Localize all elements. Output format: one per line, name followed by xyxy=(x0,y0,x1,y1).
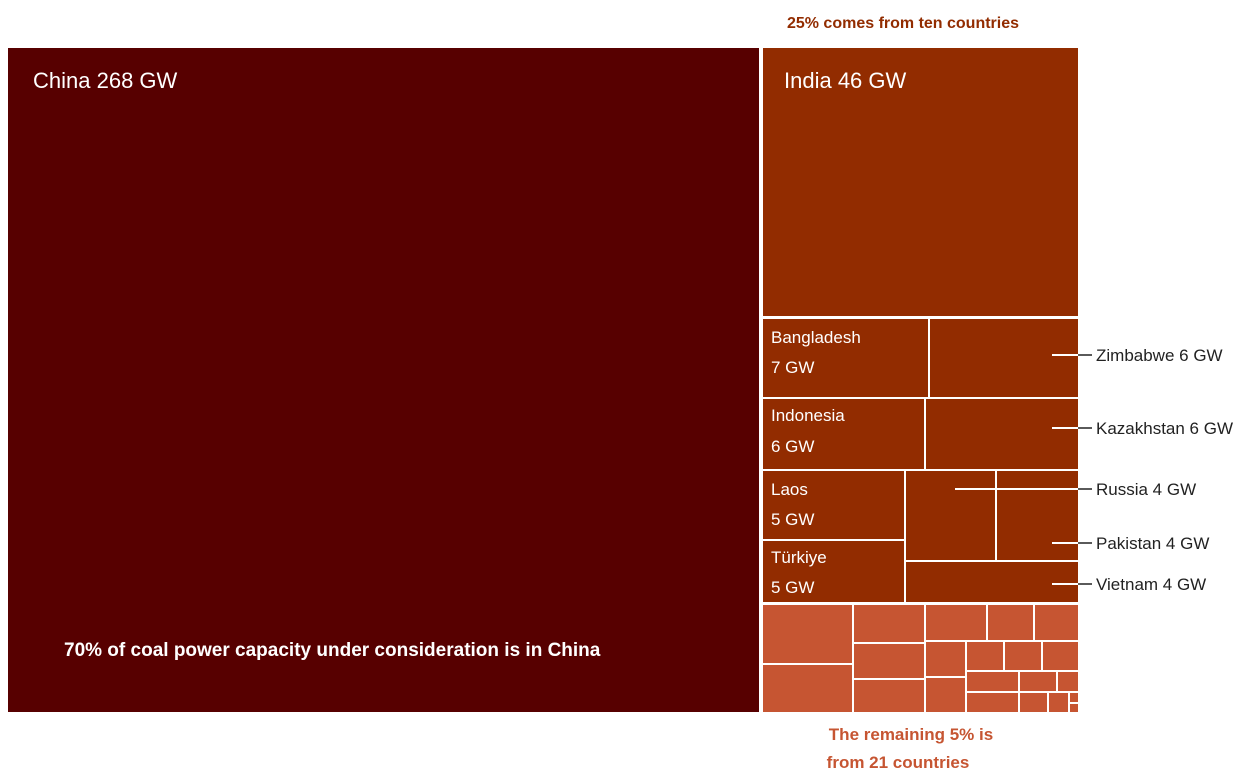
tile-remaining xyxy=(1070,704,1078,712)
tile-remaining xyxy=(1020,693,1047,712)
tile-remaining xyxy=(926,605,986,640)
tile-laos xyxy=(763,471,904,539)
annotation-remaining-line2: from 21 countries xyxy=(827,753,970,772)
tile-vietnam xyxy=(906,562,1078,602)
tile-label-laos: Laos xyxy=(771,480,808,499)
remaining-countries-tiles xyxy=(763,605,1078,712)
annotation-china: 70% of coal power capacity under conside… xyxy=(64,640,601,661)
outside-label-vietnam: Vietnam 4 GW xyxy=(1096,575,1206,594)
outside-label-zimbabwe: Zimbabwe 6 GW xyxy=(1096,346,1223,365)
outside-label-russia: Russia 4 GW xyxy=(1096,480,1196,499)
tile-remaining xyxy=(926,642,965,676)
tile-remaining xyxy=(854,680,924,712)
tile-remaining xyxy=(967,672,1018,691)
tile-russia xyxy=(906,471,995,560)
tile-turkiye xyxy=(763,541,904,602)
tile-label-bangladesh: Bangladesh xyxy=(771,328,861,347)
tile-value-laos: 5 GW xyxy=(771,510,814,529)
tile-label-turkiye: Türkiye xyxy=(771,548,827,567)
tile-remaining xyxy=(1058,672,1078,691)
annotation-remaining-line1: The remaining 5% is xyxy=(829,725,993,744)
leader-lines xyxy=(955,354,1078,585)
outside-label-pakistan: Pakistan 4 GW xyxy=(1096,534,1209,553)
tile-kazakhstan xyxy=(926,399,1078,469)
tile-value-indonesia: 6 GW xyxy=(771,437,814,456)
tile-remaining xyxy=(1020,672,1056,691)
tile-remaining xyxy=(926,678,965,712)
tile-remaining xyxy=(1005,642,1041,670)
tile-remaining xyxy=(1035,605,1078,640)
tile-value-bangladesh: 7 GW xyxy=(771,358,814,377)
tile-remaining xyxy=(967,693,1018,712)
leader-lines-outer xyxy=(1078,354,1092,585)
tile-remaining xyxy=(763,665,852,712)
tile-remaining xyxy=(988,605,1033,640)
tile-remaining xyxy=(854,605,924,642)
tile-remaining xyxy=(967,642,1003,670)
tile-label-indonesia: Indonesia xyxy=(771,406,845,425)
tile-label-china: China 268 GW xyxy=(33,68,178,93)
tile-india xyxy=(763,48,1078,316)
tile-remaining xyxy=(763,605,852,663)
tile-china xyxy=(8,48,759,712)
tile-remaining xyxy=(1043,642,1078,670)
annotation-top-ten: 25% comes from ten countries xyxy=(787,15,1019,32)
tile-zimbabwe xyxy=(930,319,1078,397)
tile-indonesia xyxy=(763,399,924,469)
tile-remaining xyxy=(1070,693,1078,702)
tile-label-india: India 46 GW xyxy=(784,68,907,93)
tile-remaining xyxy=(854,644,924,678)
tile-pakistan xyxy=(997,471,1078,560)
tile-bangladesh xyxy=(763,319,928,397)
tile-remaining xyxy=(1049,693,1068,712)
outside-label-kazakhstan: Kazakhstan 6 GW xyxy=(1096,419,1233,438)
tile-value-turkiye: 5 GW xyxy=(771,578,814,597)
